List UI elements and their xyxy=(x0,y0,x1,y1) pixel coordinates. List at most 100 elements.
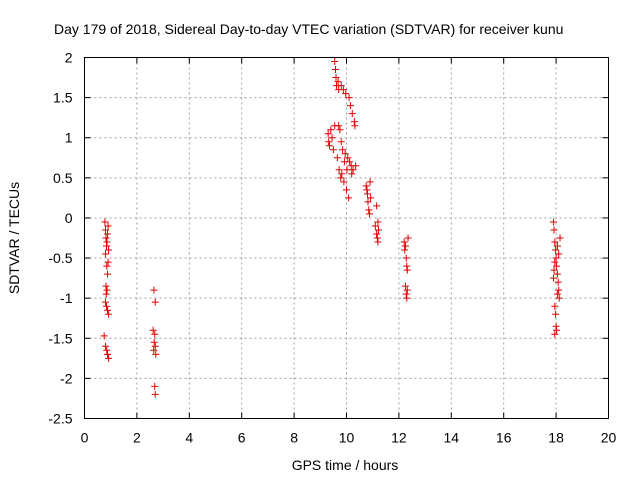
data-point xyxy=(400,238,408,246)
x-tick-label: 20 xyxy=(601,430,617,446)
data-point xyxy=(101,218,109,226)
data-point xyxy=(374,226,382,234)
data-point xyxy=(151,390,159,398)
data-point xyxy=(325,142,333,150)
data-point xyxy=(105,310,113,318)
data-point xyxy=(341,150,349,158)
data-point xyxy=(403,266,411,274)
data-point xyxy=(105,354,113,362)
y-tick-label: 2 xyxy=(65,50,73,66)
data-point xyxy=(345,94,353,102)
data-point xyxy=(339,86,347,94)
data-point xyxy=(151,382,159,390)
data-point xyxy=(103,262,111,270)
chart-title: Day 179 of 2018, Sidereal Day-to-day VTE… xyxy=(54,21,563,37)
data-point xyxy=(103,346,111,354)
y-tick-label: 0.5 xyxy=(53,170,73,186)
data-point xyxy=(150,346,158,354)
y-tick-label: -1.5 xyxy=(48,330,72,346)
data-point xyxy=(362,182,370,190)
x-tick-label: 0 xyxy=(81,430,89,446)
data-point xyxy=(349,166,357,174)
data-point xyxy=(550,226,558,234)
data-point xyxy=(373,202,381,210)
x-tick-label: 10 xyxy=(339,430,355,446)
data-point xyxy=(552,254,560,262)
data-point xyxy=(403,294,411,302)
data-point xyxy=(104,258,112,266)
data-point xyxy=(551,258,559,266)
y-tick-label: -2.5 xyxy=(48,411,72,427)
data-point xyxy=(552,322,560,330)
data-point xyxy=(552,310,560,318)
data-point xyxy=(101,342,109,350)
y-tick-label: 0 xyxy=(65,210,73,226)
data-point xyxy=(551,330,559,338)
y-tick-label: 1 xyxy=(65,130,73,146)
data-point xyxy=(551,302,559,310)
data-point xyxy=(348,110,356,118)
data-point xyxy=(151,298,159,306)
data-point xyxy=(366,178,374,186)
data-point xyxy=(101,226,109,234)
data-point xyxy=(363,190,371,198)
data-point xyxy=(555,250,563,258)
x-tick-label: 16 xyxy=(496,430,512,446)
data-point xyxy=(325,138,333,146)
data-point xyxy=(374,218,382,226)
data-point xyxy=(149,326,157,334)
data-point xyxy=(150,286,158,294)
data-point xyxy=(373,234,381,242)
data-point xyxy=(334,78,342,86)
data-point xyxy=(550,266,558,274)
data-point xyxy=(401,242,409,250)
data-point xyxy=(339,146,347,154)
data-point xyxy=(327,126,335,134)
data-point xyxy=(552,246,560,254)
data-point xyxy=(373,230,381,238)
y-tick-label: -2 xyxy=(60,370,73,386)
data-point xyxy=(402,290,410,298)
x-tick-label: 4 xyxy=(185,430,193,446)
x-tick-label: 18 xyxy=(548,430,564,446)
data-point xyxy=(102,290,110,298)
data-point xyxy=(331,66,339,74)
data-point xyxy=(553,270,561,278)
y-tick-label: 1.5 xyxy=(53,90,73,106)
data-point xyxy=(342,90,350,98)
data-point xyxy=(101,298,109,306)
data-point xyxy=(151,342,159,350)
data-point xyxy=(103,302,111,310)
data-point xyxy=(403,286,411,294)
data-point xyxy=(104,350,112,358)
y-tick-label: -1 xyxy=(60,290,73,306)
data-point xyxy=(343,186,350,194)
data-point xyxy=(404,234,412,242)
data-point xyxy=(364,198,372,206)
data-point xyxy=(101,250,109,258)
data-point xyxy=(336,126,344,134)
x-tick-label: 12 xyxy=(391,430,407,446)
data-point xyxy=(335,122,343,130)
x-tick-label: 2 xyxy=(133,430,141,446)
data-point xyxy=(335,166,343,174)
data-point xyxy=(337,174,345,182)
data-point xyxy=(348,170,356,178)
x-tick-label: 6 xyxy=(238,430,246,446)
data-point xyxy=(328,134,336,142)
data-point xyxy=(340,178,348,186)
data-point xyxy=(346,102,354,110)
data-point xyxy=(366,210,374,218)
data-point xyxy=(104,270,112,278)
data-point xyxy=(555,294,563,302)
axis-ticks xyxy=(84,57,609,419)
data-point xyxy=(104,230,112,238)
x-tick-labels: 0 2 4 6 8 10 12 14 16 18 20 xyxy=(81,430,617,446)
data-point xyxy=(100,332,108,340)
data-point xyxy=(554,278,562,286)
data-point xyxy=(102,282,110,290)
data-point xyxy=(556,234,564,242)
data-point xyxy=(104,306,112,314)
data-point xyxy=(555,286,563,294)
